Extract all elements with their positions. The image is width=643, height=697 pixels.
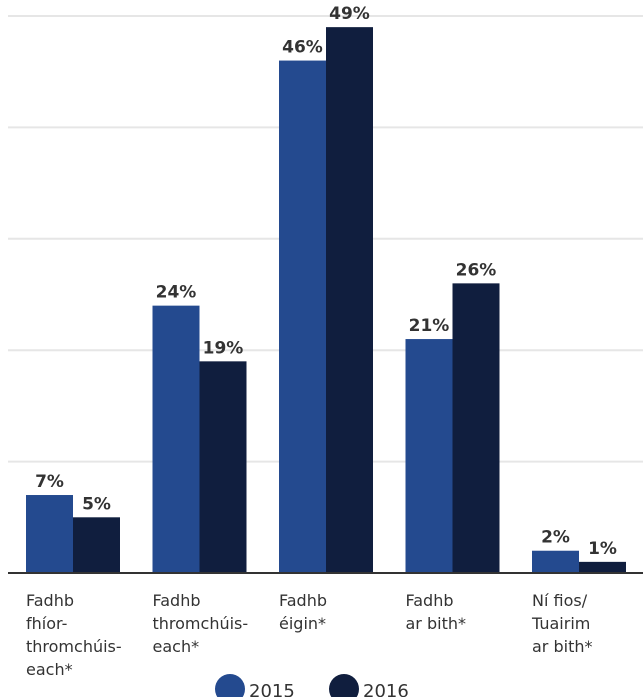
legend-label: 2016 [363,681,409,697]
category-label: ar bith* [532,637,592,656]
category-label: fhíor- [26,614,67,633]
category-label: ar bith* [406,614,466,633]
data-label: 46% [282,38,323,58]
data-label: 26% [456,260,497,280]
bar-2015-0 [26,495,73,573]
bar-2016-2 [326,27,373,573]
category-label: thromchúis- [26,637,122,656]
data-labels: 7% 24% 46% 21% 2% 5% 19% 49% 26% 1% [35,4,617,559]
bar-2015-1 [152,305,200,573]
category-label: each* [26,660,73,679]
data-label: 24% [156,283,197,303]
category-label: Fadhb [153,591,201,610]
category-label: Fadhb [406,591,454,610]
bar-2016-0 [73,517,120,573]
category-label: Fadhb [26,591,74,610]
bar-2015-4 [532,550,579,573]
data-label: 5% [82,494,111,514]
category-labels: Fadhb fhíor-thromchúis-each* Fadhb thromchú… [26,591,592,679]
legend-swatch-2016 [329,674,359,697]
category-label: Fadhb [279,591,327,610]
data-label: 2% [541,528,570,548]
category-label: éigin* [279,614,326,633]
bar-2016-4 [579,561,626,573]
data-label: 21% [409,316,450,336]
data-label: 49% [329,4,370,24]
category-label: Ní fios/ [532,591,588,610]
legend: 2015 2016 [215,674,409,697]
category-label: thromchúis- [153,614,249,633]
legend-label: 2015 [249,681,295,697]
data-label: 1% [588,539,617,559]
bar-2016-3 [452,283,500,573]
bar-2015-2 [279,60,326,574]
data-label: 7% [35,472,64,492]
legend-swatch-2015 [215,674,245,697]
category-label: Tuairim [531,614,590,633]
bar-2015-3 [405,339,453,573]
bars [26,27,626,574]
data-label: 19% [203,338,244,358]
bar-2016-1 [199,361,247,573]
category-label: each* [153,637,200,656]
